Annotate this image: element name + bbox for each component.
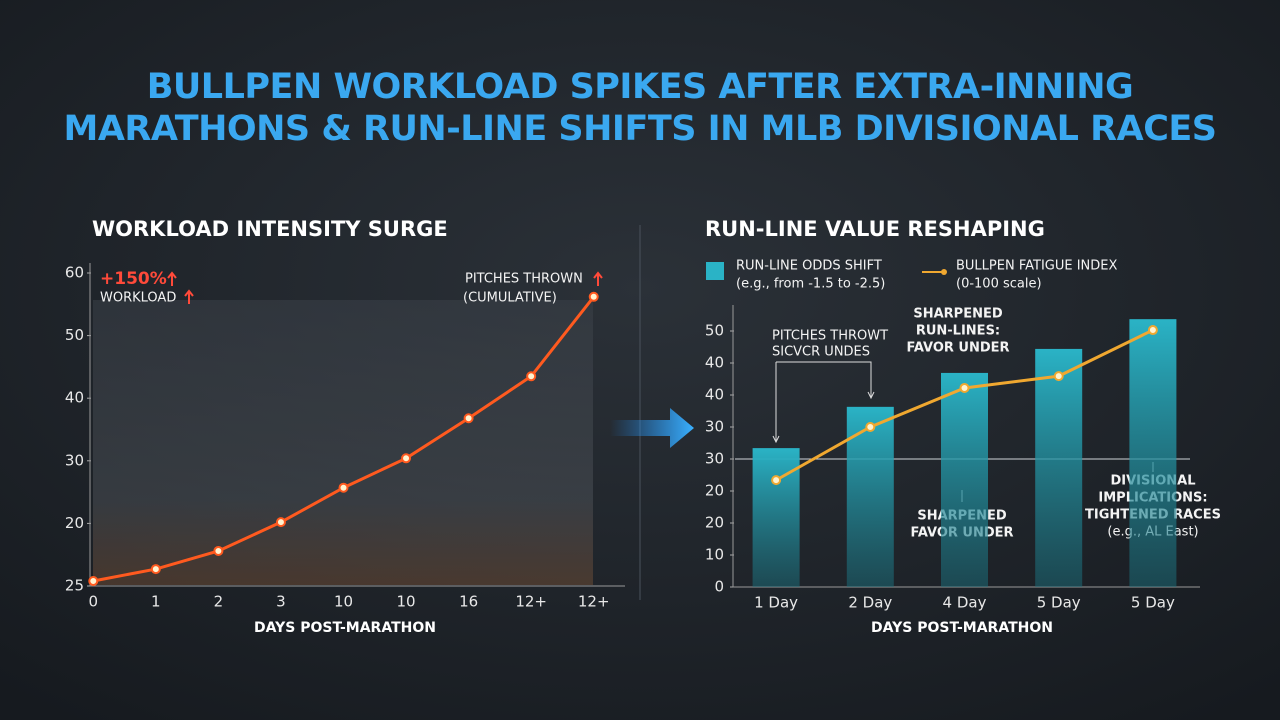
left-panel: WORKLOAD INTENSITY SURGE DAYS POST-MARAT… (65, 217, 641, 636)
point (463, 413, 474, 424)
bar (1035, 348, 1083, 587)
annotation: FAVOR UNDER (906, 341, 1009, 356)
y-tick-label: 40 (705, 354, 724, 372)
point (213, 545, 224, 556)
y-tick-label: 10 (705, 546, 724, 564)
bar (846, 406, 894, 587)
y-tick-label: 50 (705, 322, 724, 340)
point (865, 422, 876, 432)
bar (752, 448, 800, 587)
legend-label: BULLPEN FATIGUE INDEX (956, 259, 1117, 274)
x-tick-label: 1 (151, 593, 161, 611)
x-tick-label: 5 Day (1131, 594, 1175, 612)
annotation: PITCHES THROWN (465, 272, 583, 287)
point (959, 382, 970, 393)
x-tick-label: 3 (276, 593, 286, 611)
x-tick-label: 10 (397, 593, 416, 611)
x-axis-label: DAYS POST-MARATHON (254, 620, 436, 636)
y-tick-label: 0 (714, 578, 724, 596)
annotation: (CUMULATIVE) (463, 291, 557, 306)
main-title: MARATHONS & RUN-LINE SHIFTS IN MLB DIVIS… (63, 109, 1216, 149)
x-tick-label: 0 (89, 593, 99, 611)
point (771, 475, 782, 486)
y-tick-label: 50 (65, 326, 84, 344)
chart-title: WORKLOAD INTENSITY SURGE (92, 217, 448, 241)
annotation: PITCHES THROWT (772, 329, 888, 344)
point (88, 575, 99, 586)
point (401, 453, 412, 464)
x-tick-label: 12+ (515, 593, 547, 611)
photo-backdrop (93, 300, 593, 585)
point (275, 517, 286, 528)
y-tick-label: 30 (705, 418, 724, 436)
bar (941, 372, 988, 587)
annotation: WORKLOAD (100, 291, 176, 306)
x-tick-label: 5 Day (1037, 594, 1081, 612)
legend-note: (e.g., from -1.5 to -2.5) (736, 277, 885, 292)
annotation: +150% (100, 269, 167, 289)
chart-title: RUN-LINE VALUE RESHAPING (705, 217, 1045, 241)
x-tick-label: 10 (334, 593, 353, 611)
transition-arrow (610, 408, 694, 448)
y-tick-label: 30 (65, 451, 84, 469)
point (526, 371, 537, 382)
point (588, 291, 599, 302)
up-arrow (184, 289, 194, 304)
point (150, 564, 161, 575)
x-tick-label: 4 Day (943, 594, 987, 612)
y-tick-label: 60 (65, 264, 84, 282)
annotation: RUN-LINES: (916, 324, 1000, 339)
right-panel: RUN-LINE VALUE RESHAPING RUN-LINE ODDS S… (705, 217, 1221, 636)
legend-note: (0-100 scale) (956, 277, 1042, 292)
x-tick-label: 12+ (578, 593, 610, 611)
y-tick-label: 20 (705, 482, 724, 500)
point (1147, 325, 1158, 336)
x-tick-label: 1 Day (754, 594, 798, 612)
annotation: SHARPENED (913, 307, 1002, 322)
point (1053, 371, 1064, 382)
up-arrow (167, 271, 177, 286)
y-tick-label: 40 (705, 386, 724, 404)
main-title: BULLPEN WORKLOAD SPIKES AFTER EXTRA-INNI… (147, 67, 1134, 107)
y-tick-label: 25 (65, 577, 84, 595)
legend-swatch (706, 262, 724, 280)
up-arrow (593, 271, 603, 286)
bar (1129, 319, 1177, 587)
point (338, 482, 349, 493)
x-tick-label: 16 (459, 593, 478, 611)
legend-swatch (941, 269, 947, 275)
x-axis-label: DAYS POST-MARATHON (871, 620, 1053, 636)
annotation: SICVCR UNDES (772, 345, 870, 360)
y-tick-label: 40 (65, 389, 84, 407)
callout-bracket (772, 361, 875, 444)
x-tick-label: 2 (214, 593, 224, 611)
legend-label: RUN-LINE ODDS SHIFT (736, 259, 882, 274)
y-tick-label: 20 (65, 514, 84, 532)
x-tick-label: 2 Day (848, 594, 892, 612)
y-tick-label: 30 (705, 450, 724, 468)
y-tick-label: 20 (705, 514, 724, 532)
